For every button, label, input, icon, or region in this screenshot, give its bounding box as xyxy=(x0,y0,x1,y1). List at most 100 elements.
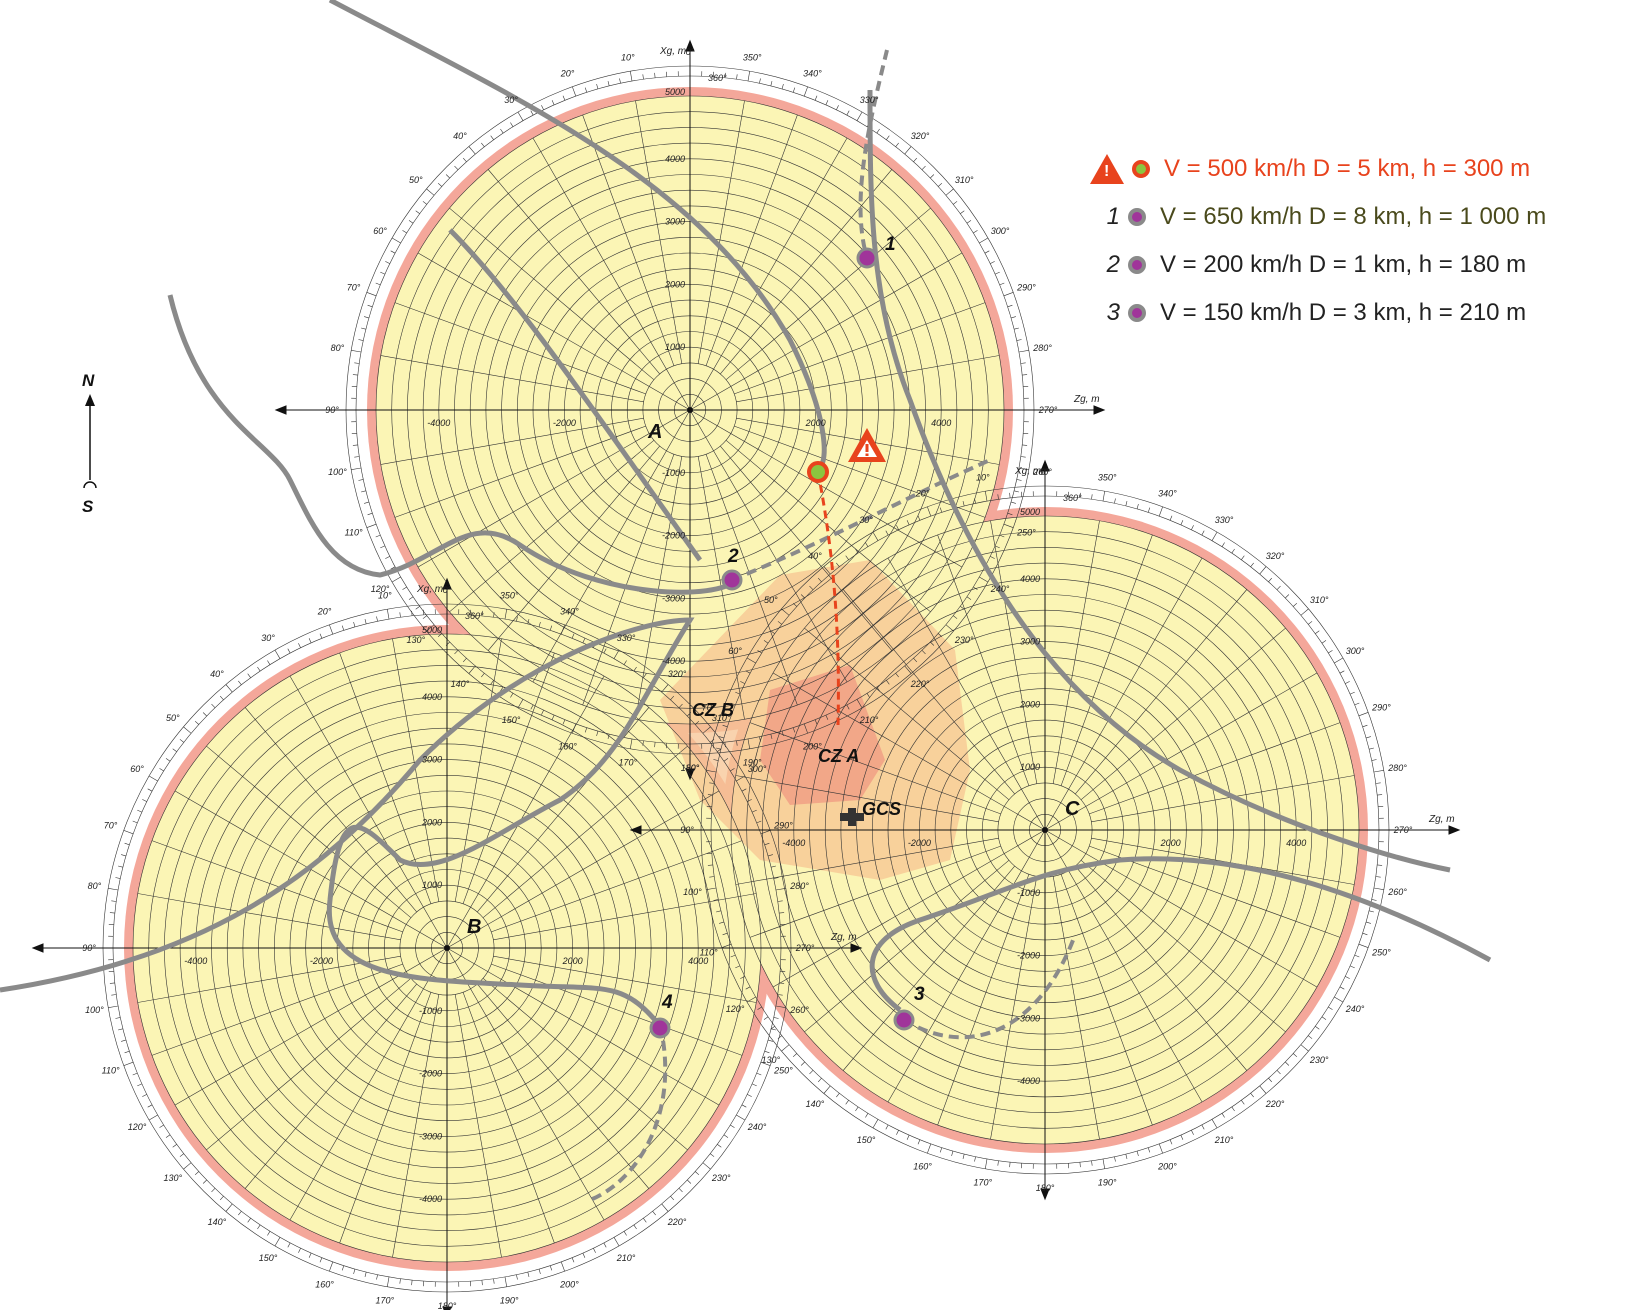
tick-x: -4000 xyxy=(662,656,685,666)
degree-label: 210° xyxy=(1214,1135,1234,1145)
degree-label: 320° xyxy=(1266,551,1285,561)
tick-x: 3000 xyxy=(1020,637,1040,647)
legend-row: 1 V = 650 km/h D = 8 km, h = 1 000 m xyxy=(1090,193,1635,241)
tick-z: -2000 xyxy=(310,956,333,966)
degree-label: 10° xyxy=(621,52,635,62)
tick-x: -3000 xyxy=(1017,1013,1040,1023)
degree-label: 0° xyxy=(1041,467,1050,477)
tick-z: 2000 xyxy=(1160,838,1181,848)
tick-x: 2000 xyxy=(664,279,685,289)
tick-x: 4000 xyxy=(422,692,442,702)
alert-aircraft-marker xyxy=(809,463,827,481)
legend-dot-icon xyxy=(1128,256,1146,274)
axis-x-label-c: Xg, m xyxy=(1014,466,1041,477)
degree-label: 320° xyxy=(668,669,687,679)
degree-label: 170° xyxy=(618,758,637,768)
gcs-label: GCS xyxy=(862,799,901,819)
tick-x: -1000 xyxy=(419,1006,442,1016)
degree-label: 190° xyxy=(1098,1178,1117,1188)
tick-z: -4000 xyxy=(427,418,450,428)
target-2-label: 2 xyxy=(727,546,739,567)
degree-label: 20° xyxy=(317,607,332,617)
degree-label: 90° xyxy=(325,405,339,415)
axis-z-label-c: Zg, m xyxy=(1428,814,1455,825)
degree-label: 50° xyxy=(166,713,180,723)
target-4-marker xyxy=(651,1019,669,1037)
tick-x: 1000 xyxy=(1020,762,1040,772)
tick-z: -4000 xyxy=(782,838,805,848)
legend-text: V = 200 km/h D = 1 km, h = 180 m xyxy=(1160,251,1526,279)
degree-label: 280° xyxy=(1387,763,1407,773)
degree-label: 310° xyxy=(1310,595,1329,605)
station-center-b xyxy=(444,945,450,951)
degree-label: 290° xyxy=(1016,283,1036,293)
axis-x-label-a: Xg, m xyxy=(659,46,686,57)
degree-label: 30° xyxy=(261,633,275,643)
degree-label: 210° xyxy=(616,1253,636,1263)
tick-x: 4000 xyxy=(665,154,685,164)
legend-number: 1 xyxy=(1090,203,1120,231)
degree-label: 100° xyxy=(328,467,347,477)
station-label-b: B xyxy=(467,916,481,938)
degree-label: 60° xyxy=(728,646,742,656)
tick-z: 2000 xyxy=(562,956,583,966)
tick-x: -3000 xyxy=(662,593,685,603)
degree-label-360: 360° xyxy=(465,611,484,621)
degree-label: 220° xyxy=(667,1217,687,1227)
degree-label: 350° xyxy=(500,590,519,600)
degree-label: 110° xyxy=(102,1065,120,1075)
degree-label: 350° xyxy=(1098,472,1117,482)
degree-label: 330° xyxy=(1215,515,1234,525)
degree-label: 130° xyxy=(406,635,425,645)
tick-x: 3000 xyxy=(422,755,442,765)
degree-label-360: 360° xyxy=(708,73,727,83)
axis-z-label-a: Zg, m xyxy=(1073,394,1100,405)
degree-label: 250° xyxy=(1371,947,1391,957)
target-1-label: 1 xyxy=(885,234,896,255)
tick-z: 2000 xyxy=(805,418,826,428)
degree-label: 40° xyxy=(808,551,822,561)
legend-row: !V = 500 km/h D = 5 km, h = 300 m xyxy=(1090,145,1635,193)
tick-x: -2000 xyxy=(662,531,685,541)
degree-label: 80° xyxy=(88,881,102,891)
tick-z: -2000 xyxy=(908,838,931,848)
degree-label: 230° xyxy=(1309,1055,1329,1065)
degree-label: 240° xyxy=(1345,1004,1365,1014)
degree-label: 150° xyxy=(502,715,521,725)
degree-label: 60° xyxy=(373,226,387,236)
degree-label: 320° xyxy=(911,131,930,141)
degree-label: 50° xyxy=(764,595,778,605)
degree-label: 290° xyxy=(1371,703,1391,713)
degree-label: 280° xyxy=(789,881,809,891)
tick-z: 4000 xyxy=(1286,838,1306,848)
degree-label: 340° xyxy=(803,69,822,79)
degree-label: 270° xyxy=(795,943,815,953)
compass-rose: N S xyxy=(82,371,96,516)
tick-x: 3000 xyxy=(665,217,685,227)
axis-z-label-b: Zg, m xyxy=(830,932,857,943)
tick-x: 5000 xyxy=(665,87,685,97)
target-3-label: 3 xyxy=(914,984,925,1005)
legend-text: V = 650 km/h D = 8 km, h = 1 000 m xyxy=(1160,203,1546,231)
degree-label: 300° xyxy=(748,764,767,774)
degree-label: 270° xyxy=(1393,825,1413,835)
legend-dot-icon xyxy=(1132,160,1150,178)
axis-x-label-b: Xg, m xyxy=(416,584,443,595)
degree-label: 250° xyxy=(773,1065,793,1075)
degree-label: 140° xyxy=(806,1099,825,1109)
degree-label: 70° xyxy=(104,821,118,831)
tick-z: -2000 xyxy=(553,418,576,428)
degree-label: 170° xyxy=(375,1296,394,1306)
degree-label: 140° xyxy=(208,1217,227,1227)
degree-label: 220° xyxy=(1265,1099,1285,1109)
degree-label: 0° xyxy=(686,47,695,57)
tick-x: -1000 xyxy=(1017,888,1040,898)
degree-label: 70° xyxy=(347,283,361,293)
tick-z: -4000 xyxy=(184,956,207,966)
tick-x: 2000 xyxy=(1019,699,1040,709)
zone-label-cz-b: CZ B xyxy=(692,700,734,720)
tick-x: 5000 xyxy=(1020,507,1040,517)
tick-x: -2000 xyxy=(1017,951,1040,961)
